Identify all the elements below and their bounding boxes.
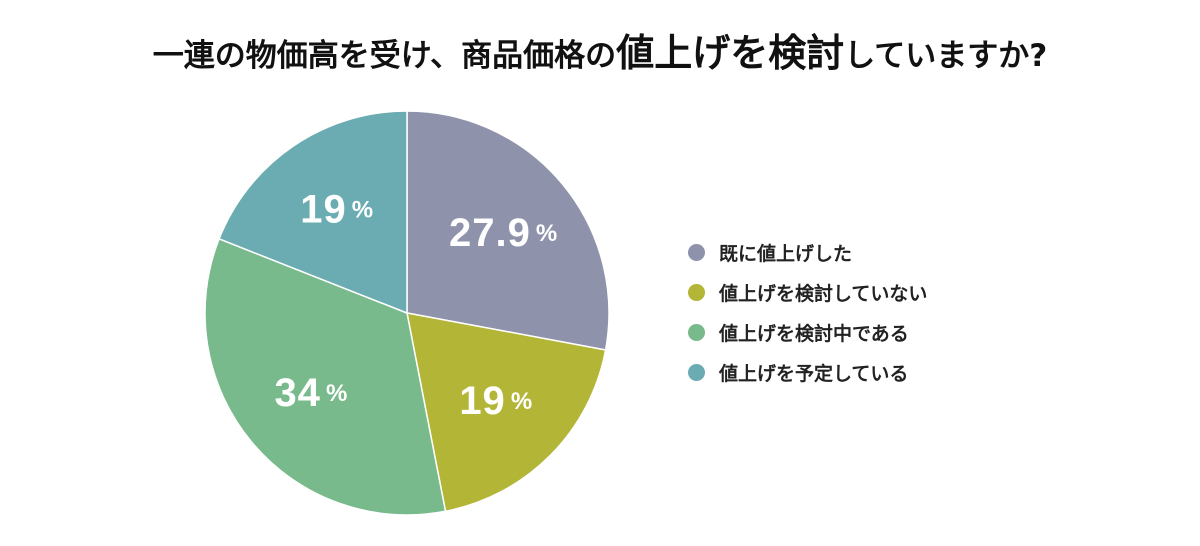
chart-title-part3: していますか? xyxy=(844,38,1048,74)
chart-title-emphasis: 値上げを検討 xyxy=(616,31,845,75)
value-label-already-raised: 27.9% xyxy=(449,211,557,255)
value-label-considering: 34% xyxy=(274,371,347,415)
legend-swatch xyxy=(688,323,705,341)
slice-not-considering xyxy=(406,312,607,513)
slice-planned xyxy=(218,110,408,315)
legend-swatch xyxy=(688,363,705,381)
pie-value-labels: 27.9 % 19 % 34 % 19% xyxy=(274,188,557,423)
legend-item-already-raised: 既に値上げした xyxy=(688,232,1048,272)
legend-item-not-considering: 値上げを検討していない xyxy=(688,272,1048,312)
slice-already-raised xyxy=(406,110,610,351)
legend-label: 値上げを予定している xyxy=(719,362,909,385)
legend-item-planned: 値上げを予定している xyxy=(688,352,1048,392)
legend-label: 既に値上げした xyxy=(719,242,853,265)
legend-item-considering: 値上げを検討中である xyxy=(688,312,1048,352)
pie-slices xyxy=(204,110,610,516)
value-label-not-considering: 19% xyxy=(459,379,532,423)
chart-title: 一連の物価高を受け、商品価格の値上げを検討していますか? xyxy=(0,34,1200,72)
legend-label: 値上げを検討中である xyxy=(719,322,909,345)
legend-swatch xyxy=(688,243,705,261)
slice-considering xyxy=(204,237,447,516)
value-label-planned: 19% xyxy=(300,188,373,232)
legend-label: 値上げを検討していない xyxy=(719,282,928,305)
legend-swatch xyxy=(688,283,705,301)
chart-legend: 既に値上げした 値上げを検討していない 値上げを検討中である 値上げを予定してい… xyxy=(688,232,1048,392)
chart-title-part1: 一連の物価高を受け、商品価格の xyxy=(152,38,617,74)
